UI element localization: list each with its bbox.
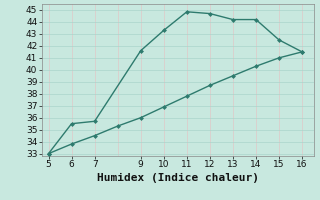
X-axis label: Humidex (Indice chaleur): Humidex (Indice chaleur)	[97, 173, 259, 183]
